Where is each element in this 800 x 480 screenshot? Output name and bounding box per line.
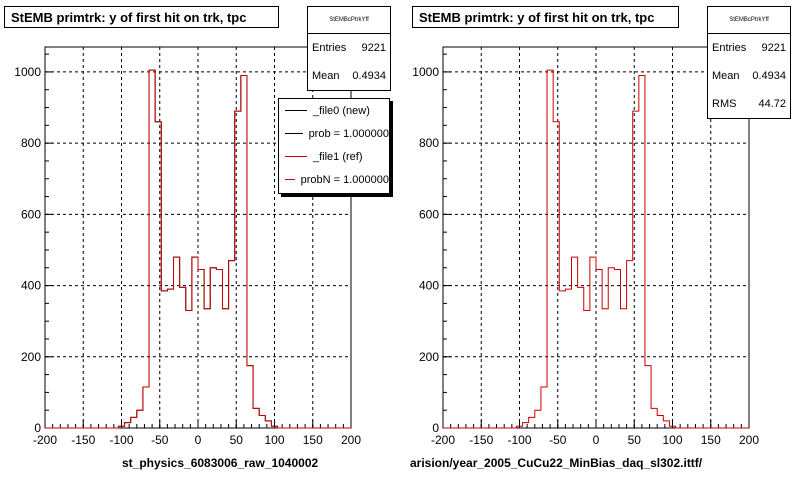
x-tick-label: 200 [739,433,759,447]
stats-entries-label: Entries [312,42,347,54]
stats-entries-label: Entries [712,42,747,54]
legend-label: _file1 (ref) [313,150,363,163]
histogram-title: StEMB primtrk: y of first hit on trk, tp… [412,6,679,28]
stats-mean-value: 0.4934 [752,70,786,82]
y-tick-label: 200 [21,350,41,364]
x-tick-label: 150 [701,433,721,447]
x-tick-label: -50 [151,433,169,447]
legend-swatch [285,156,307,157]
x-tick-label: -150 [71,433,95,447]
stats-mean-value: 0.4934 [352,70,386,82]
x-tick-label: 100 [264,433,284,447]
legend-entry: _file1 (ref) [279,145,389,168]
histogram-pad-left: -200 -150 -100 -50 0 50 100 150 200 0 200 400 600 800… [4,6,391,470]
x-axis-title: arision/year_2005_CuCu22_MinBias_daq_sl3… [410,456,703,470]
x-tick-label: 200 [341,433,361,447]
x-tick-label: -200 [33,433,57,447]
x-tick-label: 0 [195,433,202,447]
legend-label: _file0 (new) [313,104,370,117]
x-tick-label: -100 [109,433,133,447]
histogram-plot-right: -200 -150 -100 -50 0 50 100 150 200 0 200 400 600 800… [412,46,759,447]
x-tick-label: -200 [431,433,455,447]
x-tick-label: -150 [469,433,493,447]
plot-frame [442,46,750,429]
stats-name: StEMBcPtrkYff [708,7,790,34]
legend-swatch [285,110,307,111]
stats-mean-label: Mean [312,70,340,82]
y-tick-label: 600 [419,207,439,221]
x-tick-label: 0 [593,433,600,447]
x-axis-title: st_physics_6083006_raw_1040002 [122,456,319,470]
x-tick-label: 50 [230,433,244,447]
histogram-series [45,69,351,429]
x-tick-label: -100 [507,433,531,447]
histogram-title: StEMB primtrk: y of first hit on trk, tp… [4,6,279,28]
y-tick-label: 1000 [412,65,439,79]
y-tick-label: 800 [419,136,439,150]
y-tick-label: 400 [21,279,41,293]
stats-name: StEMBcPtrkYff [308,7,390,34]
y-tick-label: 200 [419,350,439,364]
legend-label: prob = 1.000000 [308,127,389,140]
legend: _file0 (new) prob = 1.000000 _file1 (ref… [278,98,390,194]
x-tick-label: 100 [662,433,682,447]
legend-label: probN = 1.000000 [300,173,389,186]
histogram-pad-right: -200 -150 -100 -50 0 50 100 150 200 0 200 400 600 800… [400,0,800,480]
stats-mean-label: Mean [712,70,740,82]
x-tick-label: 50 [628,433,642,447]
stats-rms-value: 44.72 [758,98,786,110]
x-tick-label: -50 [549,433,567,447]
stats-entries-value: 9221 [361,42,386,54]
stats-box: StEMBcPtrkYff Entries 9221 Mean 0.4934 RMS… [707,6,791,119]
legend-entry: prob = 1.000000 [279,122,389,145]
legend-swatch [285,179,295,180]
x-tick-label: 150 [303,433,323,447]
y-tick-label: 1000 [14,65,41,79]
y-tick-label: 800 [21,136,41,150]
y-tick-label: 600 [21,207,41,221]
histogram-series [443,69,749,429]
legend-swatch [285,133,303,134]
y-tick-label: 0 [432,421,439,435]
legend-entry: probN = 1.000000 [279,168,389,191]
stats-box: StEMBcPtrkYff Entries 9221 Mean 0.4934 [307,6,391,91]
stats-rms-label: RMS [712,98,737,110]
y-tick-label: 0 [34,421,41,435]
y-tick-label: 400 [419,279,439,293]
legend-entry: _file0 (new) [279,99,389,122]
stats-entries-value: 9221 [761,42,786,54]
